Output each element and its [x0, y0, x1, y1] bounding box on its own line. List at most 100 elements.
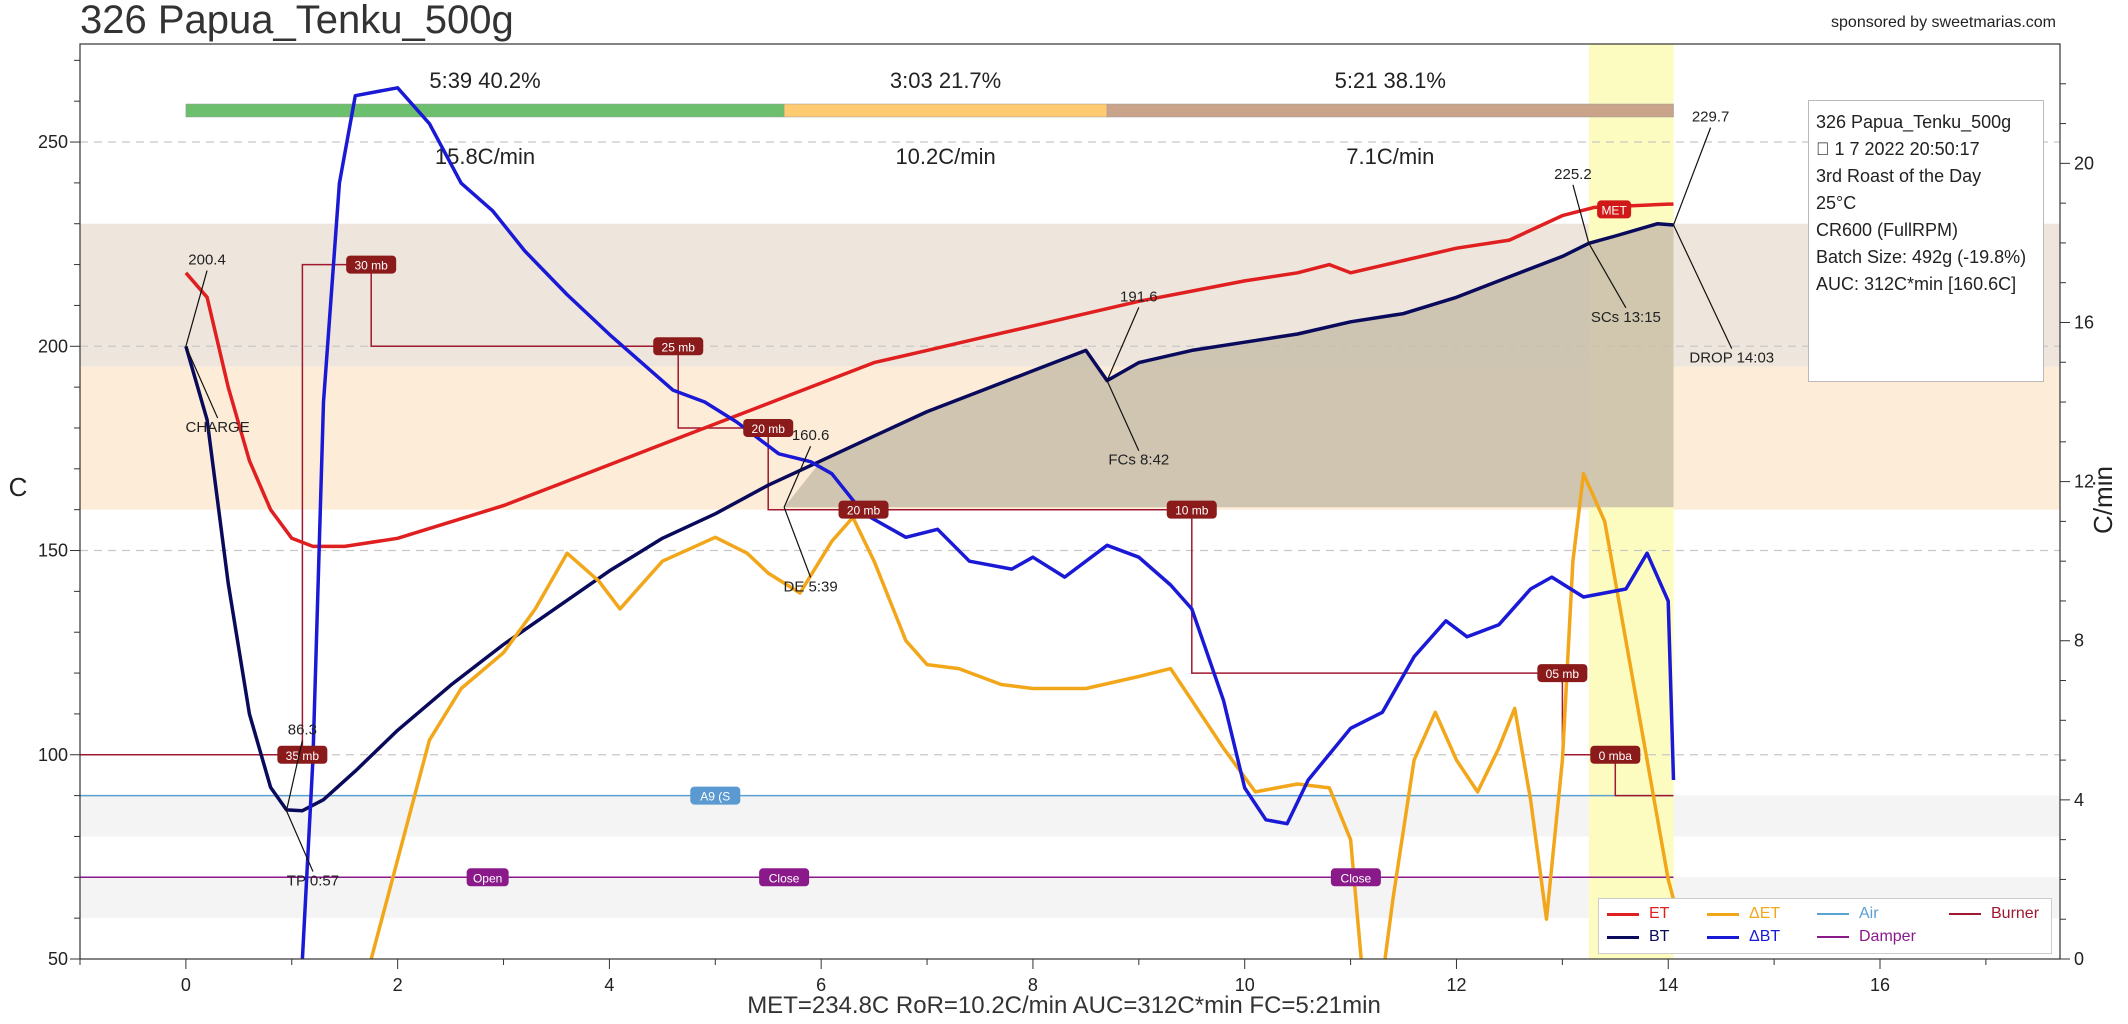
fcs-annotation-label: FCs 8:42: [1108, 452, 1169, 469]
y-tick-label: 200: [38, 336, 68, 356]
phase-label: 5:21 38.1%: [1335, 68, 1446, 93]
band-gray-upper: [80, 795, 2060, 837]
drop-annotation-leader2: [1672, 224, 1733, 349]
burner-event-badge: 05 mb: [1546, 667, 1580, 681]
charge-annotation-leader2: [185, 346, 219, 419]
burner-event-badge: 30 mb: [354, 259, 388, 273]
charge-annotation-label: CHARGE: [186, 419, 250, 436]
x-tick-label: 4: [604, 975, 614, 995]
scs-annotation-leader: [1572, 184, 1590, 244]
charge-annotation-leader: [185, 270, 208, 347]
legend-item-damper[interactable]: Damper: [1817, 928, 1916, 946]
fcs-annotation-leader2: [1106, 380, 1140, 451]
x-tick-label: 6: [816, 975, 826, 995]
x-tick-label: 10: [1235, 975, 1255, 995]
info-line: 25°C: [1816, 193, 1857, 213]
series-line-delta-bt: [300, 86, 1676, 959]
met-badge: MET: [1601, 203, 1627, 217]
page-title: 326 Papua_Tenku_500g: [80, 0, 514, 42]
x-tick-label: 0: [181, 975, 191, 995]
met-badge-bg: [1597, 200, 1632, 219]
scs-annotation-leader2: [1588, 243, 1627, 309]
damper-event-badge: Open: [473, 871, 502, 885]
info-line: 3rd Roast of the Day: [1816, 166, 1982, 186]
legend-item-delta-et[interactable]: ΔET: [1707, 905, 1780, 923]
damper-event-badge-bg: [466, 868, 509, 887]
x-tick-label: 12: [1446, 975, 1466, 995]
drop-annotation-label: DROP 14:03: [1689, 350, 1774, 367]
y2-tick-label: 16: [2074, 312, 2094, 332]
legend-item-bt[interactable]: BT: [1607, 928, 1669, 946]
burner-event-badge-bg: [838, 500, 889, 519]
phase-bar-segment: [783, 103, 1108, 118]
damper-event-badge-bg: [1330, 868, 1381, 887]
burner-event-badge: 20 mb: [847, 504, 881, 518]
charge-annotation-value: 200.4: [188, 252, 226, 269]
burner-event-badge: 25 mb: [662, 340, 696, 354]
sponsor-text: sponsored by sweetmarias.com: [1831, 14, 2056, 31]
y-tick-label: 250: [38, 132, 68, 152]
info-line: AUC: 312C*min [160.6C]: [1816, 274, 2017, 294]
auc-area: [784, 223, 1674, 508]
burner-line: [80, 263, 1674, 797]
de-annotation-leader: [783, 445, 812, 508]
de-annotation-label: DE 5:39: [783, 578, 837, 595]
scs-annotation-label: SCs 13:15: [1591, 309, 1661, 326]
phase-bar-segment: [185, 103, 785, 118]
summary-footer: MET=234.8C RoR=10.2C/min AUC=312C*min FC…: [747, 992, 1381, 1019]
burner-event-badge-bg: [1590, 745, 1641, 764]
burner-event-badge-bg: [1166, 500, 1217, 519]
tp-annotation-leader2: [285, 810, 314, 872]
burner-event-badge-bg: [1537, 664, 1588, 683]
burner-event-badge: 10 mb: [1175, 504, 1209, 518]
legend-item-burner[interactable]: Burner: [1949, 905, 2039, 923]
series-line-delta-et: [369, 471, 1676, 959]
damper-event-badge-bg: [759, 868, 810, 887]
de-annotation-leader2: [783, 507, 812, 578]
y2-axis-label: C/min: [2088, 466, 2118, 534]
drop-annotation-value: 229.7: [1692, 109, 1730, 126]
y-tick-label: 50: [48, 949, 68, 969]
info-line:   1 7 2022 20:50:17: [1816, 139, 1980, 159]
roast-info-box: 326 Papua_Tenku_500g   1 7 2022 20:50:17…: [1808, 100, 2044, 382]
tp-annotation-leader: [285, 740, 303, 811]
burner-event-badge-bg: [653, 337, 704, 356]
y2-tick-label: 0: [2074, 949, 2084, 969]
fcs-annotation-value: 191.6: [1120, 288, 1158, 305]
y2-tick-label: 12: [2074, 472, 2094, 492]
legend-item-delta-bt[interactable]: ΔBT: [1707, 928, 1780, 946]
plot-frame: [79, 43, 2061, 960]
y2-tick-label: 4: [2074, 790, 2084, 810]
y-tick-label: 100: [38, 745, 68, 765]
de-annotation-value: 160.6: [792, 427, 830, 444]
burner-event-badge-bg: [346, 255, 397, 274]
y-axis-label: C: [9, 472, 28, 502]
fcs-annotation-leader: [1106, 307, 1140, 381]
tp-annotation-label: TP 0:57: [287, 872, 339, 889]
x-tick-label: 14: [1658, 975, 1678, 995]
x-tick-label: 16: [1870, 975, 1890, 995]
phase-label: 5:39 40.2%: [429, 68, 540, 93]
phase-rate-label: 10.2C/min: [895, 144, 995, 169]
damper-event-badge: Close: [1341, 871, 1372, 885]
tp-annotation-value: 86.3: [288, 721, 317, 738]
info-line: Batch Size: 492g (-19.8%): [1816, 247, 2027, 267]
legend-item-et[interactable]: ET: [1607, 905, 1669, 923]
burner-event-badge: 35 mb: [286, 749, 320, 763]
air-event-badge: A9 (S: [700, 790, 730, 804]
y2-tick-label: 8: [2074, 631, 2084, 651]
series-group: [184, 86, 1676, 959]
y-tick-label: 150: [38, 541, 68, 561]
x-tick-label: 8: [1028, 975, 1038, 995]
phase-rate-label: 7.1C/min: [1346, 144, 1434, 169]
phase-bar-segment: [1106, 103, 1674, 118]
band-tan: [80, 223, 2060, 367]
info-line: 326 Papua_Tenku_500g: [1816, 112, 2012, 132]
air-event-badge-bg: [690, 786, 741, 805]
scs-annotation-value: 225.2: [1554, 166, 1592, 183]
legend-item-air[interactable]: Air: [1817, 905, 1879, 923]
burner-event-badge: 20 mb: [752, 422, 786, 436]
drop-annotation-leader: [1672, 127, 1712, 226]
series-line-et: [184, 202, 1674, 549]
